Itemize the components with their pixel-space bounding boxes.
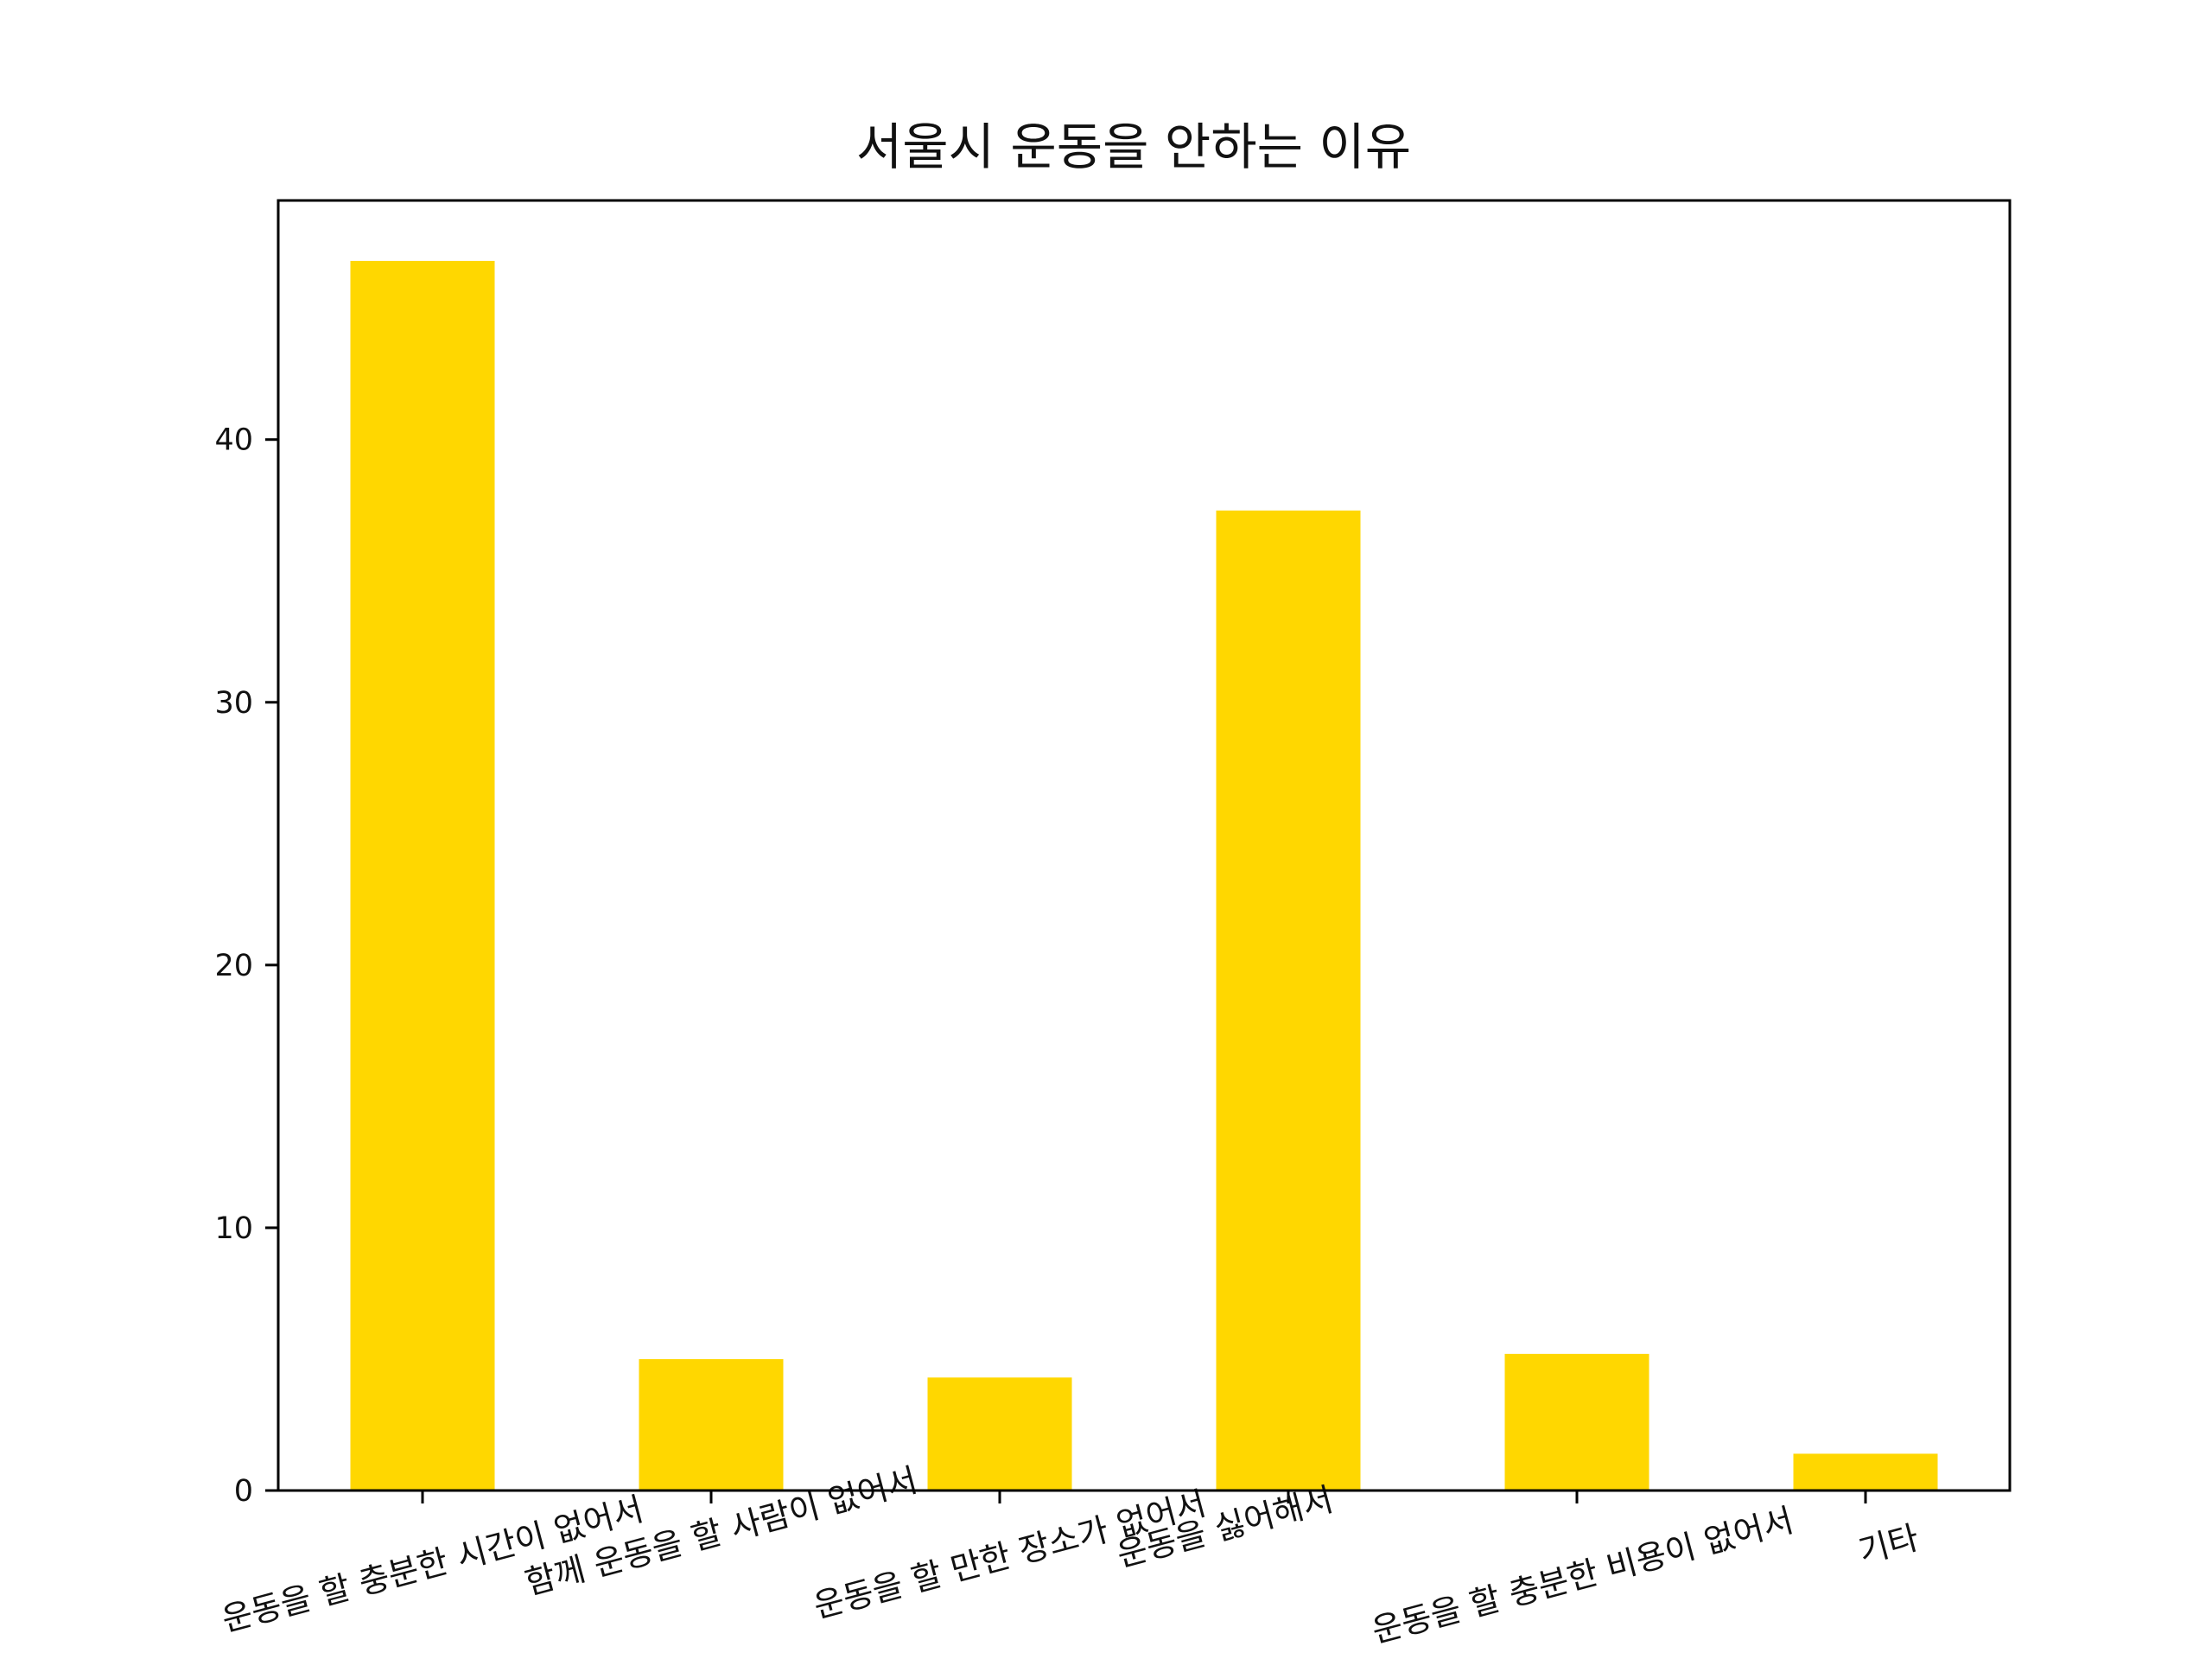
y-tick-label-1: 10 xyxy=(214,1211,253,1246)
y-tick-label-0: 0 xyxy=(234,1474,253,1509)
y-axis: 0 10 20 30 40 xyxy=(214,423,278,1509)
plot-frame xyxy=(276,199,2012,1492)
x-tick-label-5: 운동을 할 충분한 비용이 없어서 xyxy=(1368,1501,1797,1650)
bar-3 xyxy=(927,1377,1072,1491)
y-tick-label-4: 40 xyxy=(214,423,253,458)
bar-1 xyxy=(350,260,495,1491)
x-tick-label-6: 기타 xyxy=(1854,1518,1923,1571)
bars-layer xyxy=(350,260,1938,1491)
bar-5 xyxy=(1504,1353,1649,1491)
bar-2 xyxy=(639,1358,784,1491)
chart-title: 서울시 운동을 안하는 이유 xyxy=(856,118,1411,176)
y-tick-label-3: 30 xyxy=(214,686,253,721)
y-tick-label-2: 20 xyxy=(214,949,253,983)
bar-6 xyxy=(1793,1453,1938,1491)
bar-4 xyxy=(1216,510,1361,1491)
